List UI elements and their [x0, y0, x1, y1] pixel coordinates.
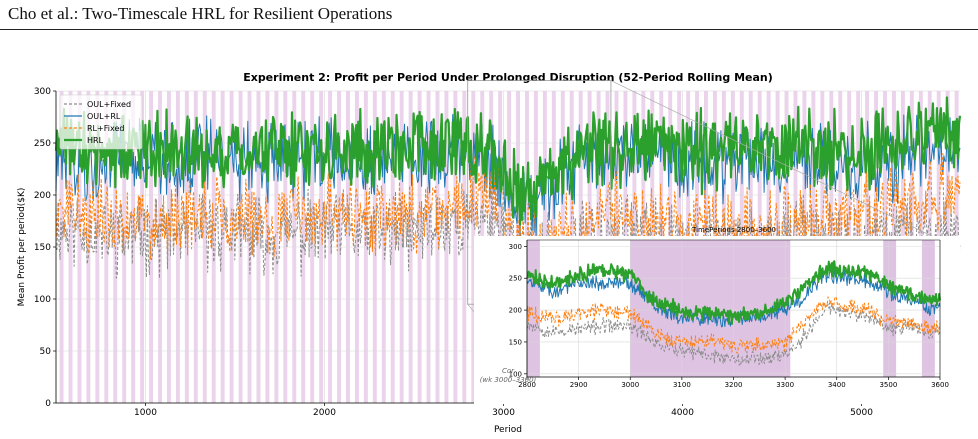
x-tick-label: 3400 — [828, 381, 846, 389]
header-rule — [0, 29, 978, 30]
x-tick-label: 1000 — [134, 408, 157, 418]
inset-axes: 2800 2900 3000 3100 3200 3300 3400 3500 3600 100 1… — [509, 239, 949, 389]
chart-title: Experiment 2: Profit per Period Under Pr… — [243, 71, 773, 84]
y-tick-label: 200 — [34, 191, 51, 201]
y-tick-label: 300 — [509, 243, 522, 251]
legend: OUL+Fixed OUL+RL RL+Fixed HRL — [59, 94, 143, 150]
x-tick-label: 2000 — [313, 408, 336, 418]
series-line-oul-fixed — [526, 302, 941, 366]
y-tick-label: 100 — [34, 295, 51, 305]
y-tick-label: 300 — [34, 87, 51, 97]
page-header: Cho et al.: Two-Timescale HRL for Resili… — [8, 4, 393, 23]
x-tick-label: 3000 — [492, 408, 515, 418]
x-tick-label: 3600 — [931, 381, 949, 389]
y-tick-label: 50 — [40, 347, 52, 357]
y-axis-label: Mean Profit per period($K) — [17, 188, 27, 307]
inset-annotation-line-1: Cor — [502, 367, 515, 375]
y-tick-label: 250 — [509, 275, 522, 283]
legend-label-rl-fixed: RL+Fixed — [87, 124, 124, 133]
legend-label-oul-fixed: OUL+Fixed — [87, 100, 131, 109]
x-tick-label: 4000 — [671, 408, 694, 418]
disruption-band — [883, 240, 897, 377]
x-tick-label: 3100 — [673, 381, 691, 389]
legend-label-hrl: HRL — [87, 136, 104, 145]
series-line-rl-fixed — [526, 296, 941, 354]
legend-box — [59, 94, 143, 150]
x-tick-label: 3500 — [879, 381, 897, 389]
legend-label-oul-rl: OUL+RL — [87, 112, 121, 121]
x-axis-label: Period — [494, 425, 522, 435]
disruption-band — [527, 240, 540, 377]
zoom-connector — [610, 80, 941, 241]
series-line-rl-fixed — [55, 147, 961, 283]
x-tick-label: 5000 — [850, 408, 873, 418]
series-line-hrl — [54, 96, 962, 226]
x-tick-label: 3000 — [621, 381, 639, 389]
x-tick-label: 3300 — [776, 381, 794, 389]
y-tick-label: 150 — [34, 243, 51, 253]
y-tick-label: 250 — [34, 139, 51, 149]
y-tick-label: 150 — [509, 338, 522, 346]
y-tick-label: 100 — [509, 370, 522, 378]
y-tick-label: 0 — [45, 399, 51, 409]
x-tick-label: 2800 — [518, 381, 536, 389]
y-tick-label: 200 — [509, 307, 522, 315]
inset-annotation-line-2: (wk 3000–3300) — [480, 376, 537, 384]
x-tick-label: 2900 — [570, 381, 588, 389]
series-line-hrl — [526, 260, 941, 325]
inset-title: TimePeriods 2800–3600 — [691, 226, 776, 234]
x-tick-label: 3200 — [725, 381, 743, 389]
inset-series-group — [526, 260, 941, 366]
